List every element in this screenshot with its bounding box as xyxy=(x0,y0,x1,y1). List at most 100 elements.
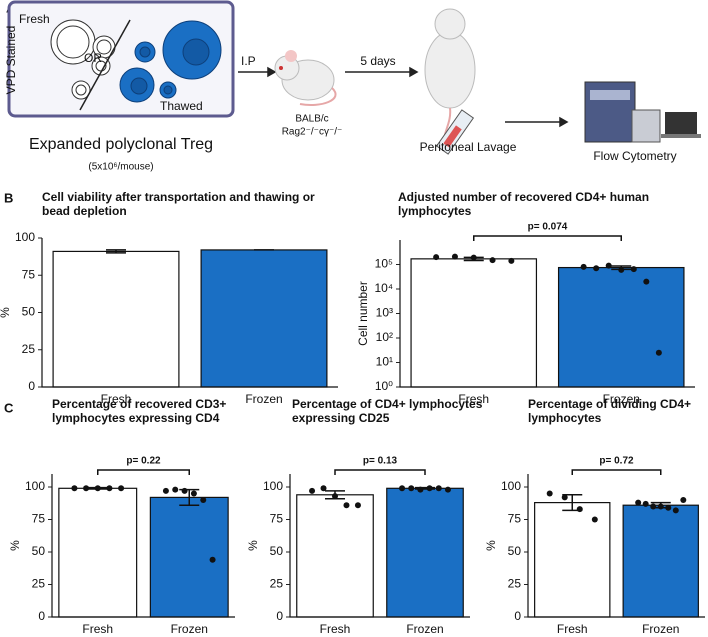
data-point xyxy=(618,266,625,273)
chart-title: Adjusted number of recovered CD4+ human … xyxy=(398,190,650,218)
y-tick-label: 75 xyxy=(32,512,46,526)
divider xyxy=(79,19,131,111)
data-point xyxy=(444,486,451,493)
y-tick-label: 0 xyxy=(276,609,283,623)
data-point xyxy=(591,516,598,523)
data-point xyxy=(354,502,361,509)
significance-bracket xyxy=(571,469,662,475)
y-axis-label: % xyxy=(484,540,498,551)
y-axis-label: Cell number xyxy=(356,281,370,346)
y-tick-label: 25 xyxy=(22,342,36,356)
bar xyxy=(149,496,229,618)
data-point xyxy=(118,485,125,492)
data-point xyxy=(561,494,568,501)
fresh-cells xyxy=(50,19,116,100)
label: Thawed xyxy=(160,99,203,113)
bar xyxy=(386,487,464,618)
y-axis-label: % xyxy=(0,307,12,318)
mouse xyxy=(274,50,337,106)
axes xyxy=(51,474,235,618)
data-point xyxy=(408,485,415,492)
p-value: p= 0.72 xyxy=(599,456,634,467)
significance-bracket xyxy=(334,469,426,475)
y-tick-label: 75 xyxy=(270,512,284,526)
x-tick-label: Fresh xyxy=(320,622,351,636)
data-point xyxy=(200,497,207,503)
y-tick-label: 0 xyxy=(28,379,35,393)
chart-title: Percentage of recovered CD3+ lymphocytes… xyxy=(52,397,227,425)
x-tick-label: Frozen xyxy=(245,392,282,406)
bar xyxy=(52,250,180,388)
data-point xyxy=(399,485,406,492)
y-tick-label: 10⁵ xyxy=(375,257,393,271)
data-point xyxy=(650,503,657,510)
y-tick-label: 25 xyxy=(32,577,46,591)
data-point xyxy=(106,485,113,492)
label: BALB/c xyxy=(295,114,328,125)
axes xyxy=(527,474,705,618)
y-axis-label: % xyxy=(246,540,260,551)
bar xyxy=(200,249,328,388)
y-tick-label: 25 xyxy=(270,577,284,591)
error-bar xyxy=(106,249,126,254)
data-point xyxy=(642,500,649,507)
data-point xyxy=(83,485,90,492)
data-point xyxy=(451,253,458,260)
data-point xyxy=(417,486,424,493)
data-point xyxy=(580,263,587,270)
chart-title: Percentage of dividing CD4+ lymphocytes xyxy=(528,397,692,425)
data-point xyxy=(635,499,642,506)
thawed-cells xyxy=(119,20,222,103)
y-tick-label: 100 xyxy=(25,479,45,493)
y-tick-label: 100 xyxy=(501,479,521,493)
data-point xyxy=(546,490,553,497)
data-point xyxy=(672,507,679,514)
label: Flow Cytometry xyxy=(593,149,676,163)
data-point xyxy=(655,349,662,356)
x-tick-label: Fresh xyxy=(82,622,113,636)
data-point xyxy=(172,486,179,493)
data-point xyxy=(643,278,650,285)
cytometer xyxy=(584,81,701,143)
data-point xyxy=(489,257,496,264)
mouse-upright xyxy=(424,8,476,155)
data-point xyxy=(435,485,442,492)
y-label: VPD Stained xyxy=(4,26,18,95)
label: 5 days xyxy=(360,54,395,68)
bar xyxy=(410,258,538,388)
x-tick-label: Fresh xyxy=(458,392,489,406)
axes xyxy=(41,238,338,388)
y-tick-label: 75 xyxy=(508,512,522,526)
y-tick-label: 0 xyxy=(38,609,45,623)
data-point xyxy=(680,497,687,503)
data-point xyxy=(576,506,583,513)
data-point xyxy=(657,503,664,510)
axes xyxy=(399,240,695,388)
bar xyxy=(58,487,138,618)
y-tick-label: 10⁰ xyxy=(375,379,393,393)
x-tick-label: Frozen xyxy=(171,622,208,636)
data-point xyxy=(332,493,338,500)
p-value: p= 0.13 xyxy=(363,456,398,467)
data-point xyxy=(162,487,169,494)
data-point xyxy=(181,487,188,494)
data-point xyxy=(470,254,477,261)
axes xyxy=(289,474,470,618)
y-tick-label: 100 xyxy=(263,479,283,493)
x-tick-label: Frozen xyxy=(603,392,640,406)
y-tick-label: 10⁴ xyxy=(374,281,393,295)
p-value: p= 0.074 xyxy=(528,222,568,233)
data-point xyxy=(426,485,433,492)
data-point xyxy=(94,485,101,492)
y-tick-label: 100 xyxy=(15,230,35,244)
arrows xyxy=(238,66,569,128)
data-point xyxy=(71,485,78,492)
y-tick-label: 50 xyxy=(22,305,36,319)
y-tick-label: 50 xyxy=(32,544,46,558)
x-tick-label: Frozen xyxy=(642,622,679,636)
caption: (5x10⁶/mouse) xyxy=(88,162,153,173)
bar xyxy=(296,494,374,618)
data-point xyxy=(508,257,515,264)
y-tick-label: 50 xyxy=(508,544,522,558)
